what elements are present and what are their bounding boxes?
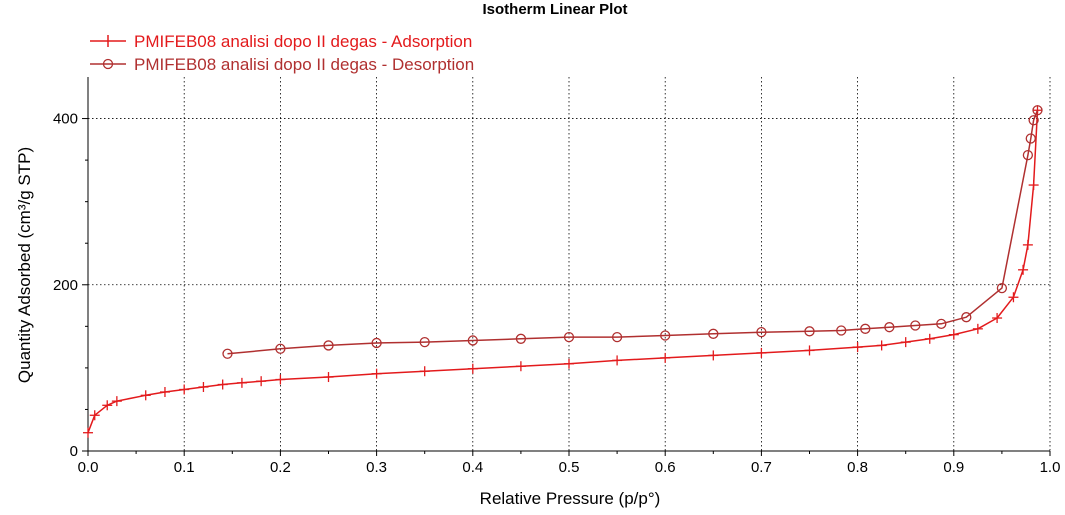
data-point <box>140 390 151 401</box>
series-desorption <box>222 105 1043 359</box>
x-tick-label: 1.0 <box>1040 459 1061 476</box>
legend-marker-desorption <box>102 58 114 70</box>
data-point <box>467 363 478 374</box>
x-axis-label: Relative Pressure (p/p°) <box>480 489 661 508</box>
data-point <box>419 336 430 348</box>
data-point <box>1022 239 1033 250</box>
data-point <box>961 312 972 323</box>
x-tick-label: 0.0 <box>78 459 99 476</box>
data-point <box>275 343 286 354</box>
x-tick-label: 0.6 <box>655 459 676 476</box>
axes: 0.0 0.1 0.2 0.3 0.4 0.5 0.6 0.7 0.8 0.9 1.0 0 200 400 <box>53 77 1060 476</box>
x-tick-label: 0.2 <box>270 459 291 476</box>
legend-item-desorption: PMIFEB08 analisi dopo II degas - Desorpt… <box>90 55 474 74</box>
data-point <box>563 331 575 343</box>
data-point <box>236 377 247 388</box>
data-point <box>217 379 228 390</box>
legend: PMIFEB08 analisi dopo II degas - Adsorpt… <box>90 32 474 74</box>
data-point <box>159 386 170 397</box>
data-point <box>198 382 209 393</box>
data-point <box>910 320 921 331</box>
y-tick-label: 0 <box>70 443 78 460</box>
series-adsorption <box>83 105 1043 438</box>
data-point <box>515 333 527 344</box>
x-tick-label: 0.3 <box>366 459 387 476</box>
chart-title: Isotherm Linear Plot <box>482 1 627 18</box>
y-tick-label: 400 <box>53 111 78 128</box>
x-tick-label: 0.5 <box>559 459 580 476</box>
data-point <box>1025 133 1036 144</box>
data-point <box>323 340 334 351</box>
series <box>83 105 1043 438</box>
x-tick-label: 0.1 <box>174 459 195 476</box>
x-tick-label: 0.8 <box>847 459 868 476</box>
x-tick-label: 0.9 <box>943 459 964 476</box>
data-point <box>860 323 871 334</box>
data-point <box>564 358 574 369</box>
data-point <box>992 313 1003 324</box>
data-point <box>1022 149 1034 161</box>
data-point <box>948 329 959 340</box>
y-axis-label: Quantity Adsorbed (cm³/g STP) <box>15 147 34 383</box>
data-point <box>222 348 233 359</box>
data-point <box>275 374 286 385</box>
data-point <box>996 282 1008 294</box>
data-point <box>89 410 100 421</box>
data-point <box>708 350 719 361</box>
series-line-adsorption <box>87 110 1039 433</box>
data-point <box>1028 180 1039 191</box>
data-point <box>756 347 767 358</box>
data-point <box>612 355 623 366</box>
data-point <box>1032 105 1043 116</box>
grid <box>88 77 1050 451</box>
data-point <box>1018 264 1029 275</box>
data-point <box>179 384 190 395</box>
data-point <box>1008 292 1019 303</box>
data-point <box>256 376 267 387</box>
data-point <box>936 318 947 329</box>
data-point <box>419 366 430 377</box>
legend-label-desorption: PMIFEB08 analisi dopo II degas - Desorpt… <box>134 55 474 74</box>
data-point <box>804 345 815 356</box>
data-point <box>660 330 671 341</box>
data-point <box>111 396 122 407</box>
data-point <box>323 372 334 383</box>
data-point <box>884 322 895 333</box>
data-point <box>852 342 863 353</box>
series-line-desorption <box>227 109 1039 355</box>
data-point <box>804 326 815 337</box>
data-point <box>1028 115 1039 126</box>
data-point <box>972 323 983 334</box>
data-point <box>836 325 847 336</box>
data-point <box>515 361 526 372</box>
legend-label-adsorption: PMIFEB08 analisi dopo II degas - Adsorpt… <box>134 32 472 51</box>
y-tick-label: 200 <box>53 277 78 294</box>
legend-item-adsorption: PMIFEB08 analisi dopo II degas - Adsorpt… <box>90 32 472 51</box>
data-point <box>371 368 382 379</box>
data-point <box>900 337 911 348</box>
data-point <box>83 427 93 438</box>
data-point <box>660 352 671 363</box>
data-point <box>371 337 382 349</box>
data-point <box>467 335 478 346</box>
data-point <box>924 333 935 344</box>
data-point <box>756 327 767 338</box>
x-tick-label: 0.7 <box>751 459 772 476</box>
data-point <box>708 328 719 339</box>
data-point <box>611 331 623 343</box>
x-tick-label: 0.4 <box>462 459 483 476</box>
data-point <box>876 340 887 351</box>
data-point <box>102 400 113 411</box>
